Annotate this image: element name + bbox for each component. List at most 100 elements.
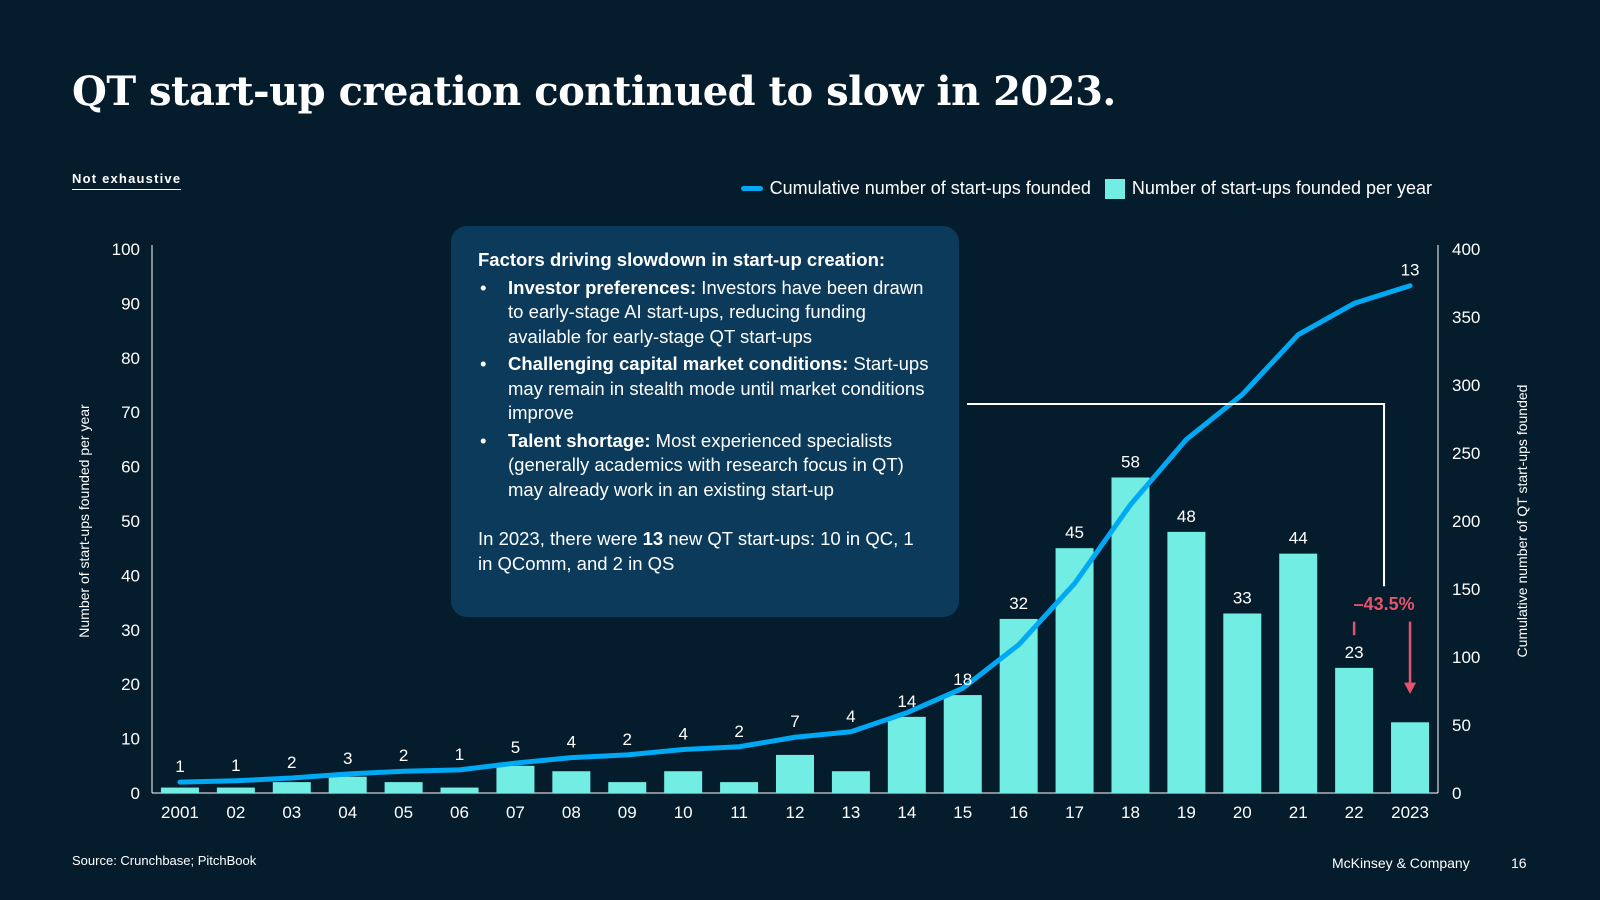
x-tick-label: 13 <box>841 803 860 822</box>
bar-data-label: 48 <box>1177 507 1196 526</box>
bar <box>1391 722 1430 793</box>
x-tick-label: 04 <box>338 803 357 822</box>
callout-bullet-list: • Investor preferences: Investors have be… <box>478 276 933 503</box>
bar-data-label: 7 <box>790 712 799 731</box>
annotation-layer: –43.5% <box>967 403 1417 694</box>
x-tick-label: 05 <box>394 803 413 822</box>
bar-data-label: 2 <box>399 746 408 765</box>
callout-bullet-investor: • Investor preferences: Investors have be… <box>478 276 933 350</box>
slowdown-factors-callout: Factors driving slowdown in start-up cre… <box>451 226 959 617</box>
bracket-line <box>967 403 1386 587</box>
line-layer <box>177 283 1413 785</box>
y-tick-label-right: 300 <box>1452 376 1480 395</box>
x-tick-label: 02 <box>226 803 245 822</box>
bar-data-label: 45 <box>1065 523 1084 542</box>
bar-data-label: 3 <box>343 749 352 768</box>
summary-number: 13 <box>642 528 664 549</box>
y-tick-label-left: 0 <box>131 784 140 803</box>
y-axis-title-left: Number of start-ups founded per year <box>76 404 92 638</box>
bar-data-label: 14 <box>897 692 916 711</box>
bar <box>720 782 759 793</box>
y-tick-label-right: 100 <box>1452 648 1480 667</box>
callout-bullet-capital: • Challenging capital market conditions: … <box>478 352 933 426</box>
bar <box>1279 553 1318 793</box>
x-tick-label: 10 <box>674 803 693 822</box>
y-tick-label-left: 40 <box>121 566 140 585</box>
bar <box>384 782 423 793</box>
bar <box>216 787 255 793</box>
bar <box>552 771 591 793</box>
x-tick-label: 17 <box>1065 803 1084 822</box>
bar-data-label: 2 <box>287 753 296 772</box>
bar <box>160 787 199 793</box>
x-tick-label: 14 <box>897 803 916 822</box>
legend-item-cumulative: Cumulative number of start-ups founded <box>740 178 1091 199</box>
bullet-marker: • <box>480 353 487 374</box>
bar <box>943 695 982 793</box>
x-tick-label: 16 <box>1009 803 1028 822</box>
y-tick-label-right: 200 <box>1452 512 1480 531</box>
bars-layer <box>160 477 1430 793</box>
y-tick-label-right: 150 <box>1452 580 1480 599</box>
legend-item-per-year: Number of start-ups founded per year <box>1104 178 1432 199</box>
bar-data-label: 1 <box>231 756 240 775</box>
bar-data-label: 1 <box>175 757 184 776</box>
y-tick-label-right: 50 <box>1452 716 1471 735</box>
bar-data-label: 5 <box>511 738 520 757</box>
legend-label-cumulative: Cumulative number of start-ups founded <box>769 178 1091 198</box>
x-tick-label: 21 <box>1289 803 1308 822</box>
x-tick-label: 12 <box>786 803 805 822</box>
source-note: Source: Crunchbase; PitchBook <box>72 853 257 868</box>
bar-data-label: 2 <box>623 730 632 749</box>
y-tick-label-right: 400 <box>1452 240 1480 259</box>
bar <box>1167 531 1206 793</box>
bar-data-label: 4 <box>567 733 576 752</box>
x-tick-label: 09 <box>618 803 637 822</box>
bar-data-label: 44 <box>1289 529 1308 548</box>
bar <box>831 771 870 793</box>
chart-legend: Cumulative number of start-ups founded N… <box>727 178 1432 199</box>
bar <box>887 716 926 793</box>
bar-data-label: 4 <box>846 707 855 726</box>
bar <box>272 782 311 793</box>
y-tick-label-right: 350 <box>1452 308 1480 327</box>
y-tick-label-left: 70 <box>121 403 140 422</box>
bullet-marker: • <box>480 429 487 451</box>
bullet-label: Investor preferences: <box>508 276 697 298</box>
bullet-text: Investors have been drawn to early-stage… <box>508 276 924 347</box>
bar-data-label: 32 <box>1009 594 1028 613</box>
bar <box>999 618 1038 793</box>
x-tick-label: 03 <box>282 803 301 822</box>
y-tick-label-left: 20 <box>121 675 140 694</box>
y-axis-title-right: Cumulative number of QT start-ups founde… <box>1514 385 1530 658</box>
bar <box>1055 548 1094 793</box>
bar <box>440 787 479 793</box>
footer-brand: McKinsey & Company <box>1332 855 1470 871</box>
page-number: 16 <box>1511 855 1527 871</box>
bullet-label: Talent shortage: <box>508 429 651 451</box>
x-tick-label: 07 <box>506 803 525 822</box>
bar <box>496 765 535 793</box>
y-tick-label-left: 90 <box>121 294 140 313</box>
x-tick-label: 18 <box>1121 803 1140 822</box>
x-tick-label: 11 <box>730 803 748 822</box>
bullet-text: Start-ups may remain in stealth mode unt… <box>508 353 929 423</box>
callout-bullet-talent: • Talent shortage: Most experienced speci… <box>478 429 933 503</box>
bar <box>1111 477 1150 793</box>
callout-summary: In 2023, there were 13 new QT start-ups:… <box>478 527 933 576</box>
x-tick-label: 2023 <box>1391 803 1429 822</box>
bar-data-label: 4 <box>678 724 687 743</box>
annotation-arrow-head <box>1404 682 1417 694</box>
x-tick-label: 2001 <box>161 803 199 822</box>
bar <box>1223 613 1262 793</box>
x-tick-label: 20 <box>1233 803 1252 822</box>
bar <box>328 776 367 793</box>
bar-data-label: 58 <box>1121 452 1140 471</box>
bar-data-label: 33 <box>1233 588 1252 607</box>
y-tick-label-right: 250 <box>1452 444 1480 463</box>
bar-data-label: 13 <box>1401 261 1420 280</box>
legend-label-per-year: Number of start-ups founded per year <box>1131 178 1432 198</box>
summary-post: new QT start-ups: 10 in QC, 1 in QComm, … <box>478 528 914 574</box>
